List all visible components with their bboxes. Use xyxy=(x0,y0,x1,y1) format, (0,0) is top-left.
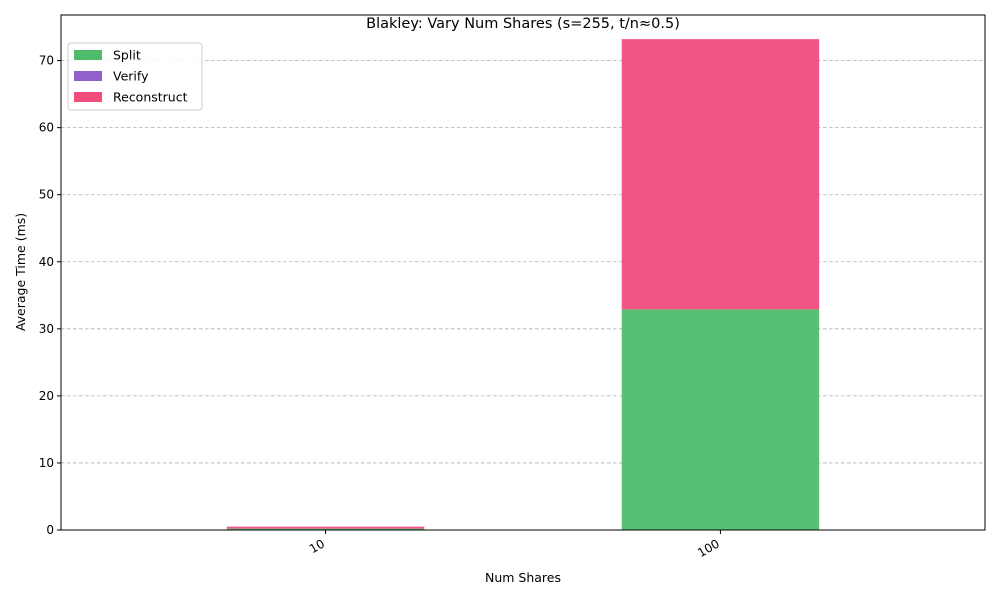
bar-split-10 xyxy=(226,528,425,530)
x-tick-label: 100 xyxy=(695,536,722,560)
y-tick-label: 30 xyxy=(39,322,54,336)
grid-lines xyxy=(61,60,985,464)
y-tick-label: 0 xyxy=(46,523,54,537)
y-tick-label: 70 xyxy=(39,54,54,68)
y-tick-label: 50 xyxy=(39,188,54,202)
legend-swatch-reconstruct xyxy=(74,92,102,102)
legend: Split Verify Reconstruct xyxy=(67,42,203,111)
legend-swatch-split xyxy=(74,50,102,60)
y-tick-label: 20 xyxy=(39,389,54,403)
legend-label-split: Split xyxy=(113,48,141,63)
chart-title: Blakley: Vary Num Shares (s=255, t/n≈0.5… xyxy=(366,16,680,32)
y-axis: 0 10 20 30 40 50 60 70 xyxy=(39,54,61,537)
legend-label-verify: Verify xyxy=(113,69,149,84)
y-tick-label: 10 xyxy=(39,456,54,470)
x-axis-label: Num Shares xyxy=(485,570,561,585)
x-tick-label: 10 xyxy=(307,536,327,556)
legend-label-reconstruct: Reconstruct xyxy=(113,90,188,105)
bar-reconstruct-100 xyxy=(621,39,820,310)
bars xyxy=(226,39,820,530)
y-tick-label: 40 xyxy=(39,255,54,269)
y-axis-label: Average Time (ms) xyxy=(13,213,28,331)
plot-frame xyxy=(60,14,986,531)
y-tick-label: 60 xyxy=(39,121,54,135)
bar-split-100 xyxy=(621,309,820,530)
bar-reconstruct-10 xyxy=(226,526,425,529)
legend-swatch-verify xyxy=(74,71,102,81)
x-axis: 10 100 xyxy=(307,530,722,560)
